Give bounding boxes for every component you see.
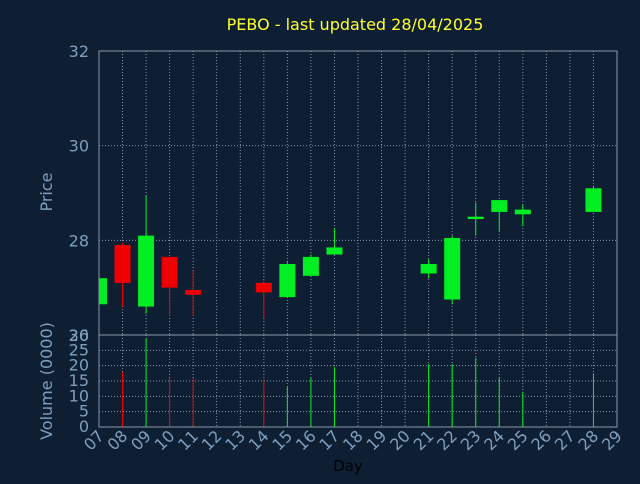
price-grid — [99, 51, 617, 335]
volume-tick-label: 30 — [69, 326, 89, 345]
candle-body — [326, 247, 343, 255]
x-tick-labels: 0708091011121314151617181920212223242526… — [80, 426, 626, 454]
price-axis-label: Price — [37, 172, 56, 211]
volume-tick-label: 20 — [69, 356, 89, 375]
candle-body — [161, 256, 178, 288]
x-tick-label: 29 — [598, 426, 626, 454]
price-tick-label: 26 — [69, 326, 89, 345]
candle-body — [279, 264, 296, 298]
candle-body — [185, 290, 202, 295]
candle-body — [444, 237, 461, 300]
candle-body — [114, 245, 131, 283]
candle-body — [99, 278, 107, 305]
candle-body — [420, 264, 437, 274]
price-tick-label: 28 — [69, 231, 89, 250]
volume-tick-label: 5 — [79, 402, 89, 421]
chart-title: PEBO - last updated 28/04/2025 — [227, 15, 484, 34]
candle-body — [255, 282, 272, 293]
volume-tick-label: 10 — [69, 386, 89, 405]
candles — [98, 185, 602, 319]
candle-body — [138, 235, 155, 307]
axes-frames — [98, 50, 618, 428]
x-axis-label: Day — [333, 457, 363, 475]
candle-body — [491, 200, 508, 212]
volume-axis-label: Volume (0000) — [37, 322, 56, 440]
volume-tick-label: 15 — [69, 371, 89, 390]
price-tick-label: 32 — [69, 42, 89, 61]
volume-bars — [122, 338, 594, 427]
volume-tick-label: 25 — [69, 340, 89, 359]
candle-body — [302, 256, 319, 276]
volume-grid — [99, 335, 617, 427]
volume-tick-label: 0 — [79, 417, 89, 436]
candle-body — [585, 188, 602, 212]
price-tick-label: 30 — [69, 137, 89, 156]
candle-body — [467, 216, 484, 220]
volume-axes-frame — [98, 334, 618, 428]
candle-body — [514, 209, 531, 215]
